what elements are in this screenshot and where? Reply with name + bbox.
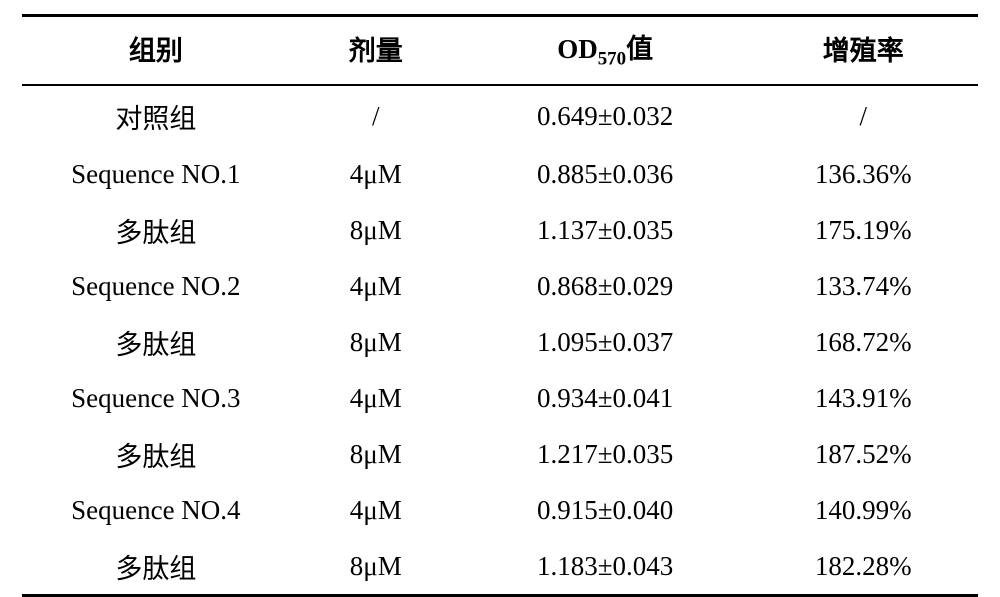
seq4-group-line1: Sequence NO.4 xyxy=(22,482,290,538)
seq2-group-line2: 多肽组 xyxy=(22,314,290,370)
seq2-dose-a: 4μM xyxy=(290,258,462,314)
control-row: 对照组 / 0.649±0.032 / xyxy=(22,85,978,146)
seq3-od-a: 0.934±0.041 xyxy=(462,370,749,426)
header-od: OD570值 xyxy=(462,16,749,86)
seq2-row-a: Sequence NO.2 4μM 0.868±0.029 133.74% xyxy=(22,258,978,314)
seq4-od-a: 0.915±0.040 xyxy=(462,482,749,538)
seq3-group-line1: Sequence NO.3 xyxy=(22,370,290,426)
header-od-suffix: 值 xyxy=(626,34,653,64)
seq2-od-a: 0.868±0.029 xyxy=(462,258,749,314)
seq1-rate-b: 175.19% xyxy=(749,202,978,258)
seq3-group-line2: 多肽组 xyxy=(22,426,290,482)
header-dose: 剂量 xyxy=(290,16,462,86)
seq2-rate-a: 133.74% xyxy=(749,258,978,314)
data-table: 组别 剂量 OD570值 增殖率 对照组 / 0.649±0.032 / Seq… xyxy=(22,14,978,597)
header-row: 组别 剂量 OD570值 增殖率 xyxy=(22,16,978,86)
control-rate: / xyxy=(749,85,978,146)
seq4-dose-a: 4μM xyxy=(290,482,462,538)
seq2-od-b: 1.095±0.037 xyxy=(462,314,749,370)
seq3-row-a: Sequence NO.3 4μM 0.934±0.041 143.91% xyxy=(22,370,978,426)
seq1-dose-b: 8μM xyxy=(290,202,462,258)
seq4-row-b: 多肽组 8μM 1.183±0.043 182.28% xyxy=(22,538,978,596)
seq1-od-b: 1.137±0.035 xyxy=(462,202,749,258)
seq2-row-b: 多肽组 8μM 1.095±0.037 168.72% xyxy=(22,314,978,370)
seq4-rate-b: 182.28% xyxy=(749,538,978,596)
seq2-rate-b: 168.72% xyxy=(749,314,978,370)
seq1-dose-a: 4μM xyxy=(290,146,462,202)
seq4-rate-a: 140.99% xyxy=(749,482,978,538)
header-od-prefix: OD xyxy=(557,34,598,64)
seq3-rate-a: 143.91% xyxy=(749,370,978,426)
seq4-group-line2: 多肽组 xyxy=(22,538,290,596)
seq1-row-b: 多肽组 8μM 1.137±0.035 175.19% xyxy=(22,202,978,258)
seq4-dose-b: 8μM xyxy=(290,538,462,596)
control-dose: / xyxy=(290,85,462,146)
seq3-od-b: 1.217±0.035 xyxy=(462,426,749,482)
header-group: 组别 xyxy=(22,16,290,86)
seq4-row-a: Sequence NO.4 4μM 0.915±0.040 140.99% xyxy=(22,482,978,538)
seq1-row-a: Sequence NO.1 4μM 0.885±0.036 136.36% xyxy=(22,146,978,202)
seq3-dose-b: 8μM xyxy=(290,426,462,482)
control-group: 对照组 xyxy=(22,85,290,146)
seq1-group-line1: Sequence NO.1 xyxy=(22,146,290,202)
header-od-sub: 570 xyxy=(598,48,626,69)
seq3-dose-a: 4μM xyxy=(290,370,462,426)
seq3-row-b: 多肽组 8μM 1.217±0.035 187.52% xyxy=(22,426,978,482)
control-od: 0.649±0.032 xyxy=(462,85,749,146)
seq4-od-b: 1.183±0.043 xyxy=(462,538,749,596)
seq3-rate-b: 187.52% xyxy=(749,426,978,482)
seq1-rate-a: 136.36% xyxy=(749,146,978,202)
header-rate: 增殖率 xyxy=(749,16,978,86)
seq1-od-a: 0.885±0.036 xyxy=(462,146,749,202)
seq2-group-line1: Sequence NO.2 xyxy=(22,258,290,314)
seq1-group-line2: 多肽组 xyxy=(22,202,290,258)
seq2-dose-b: 8μM xyxy=(290,314,462,370)
table-container: 组别 剂量 OD570值 增殖率 对照组 / 0.649±0.032 / Seq… xyxy=(0,0,1000,597)
